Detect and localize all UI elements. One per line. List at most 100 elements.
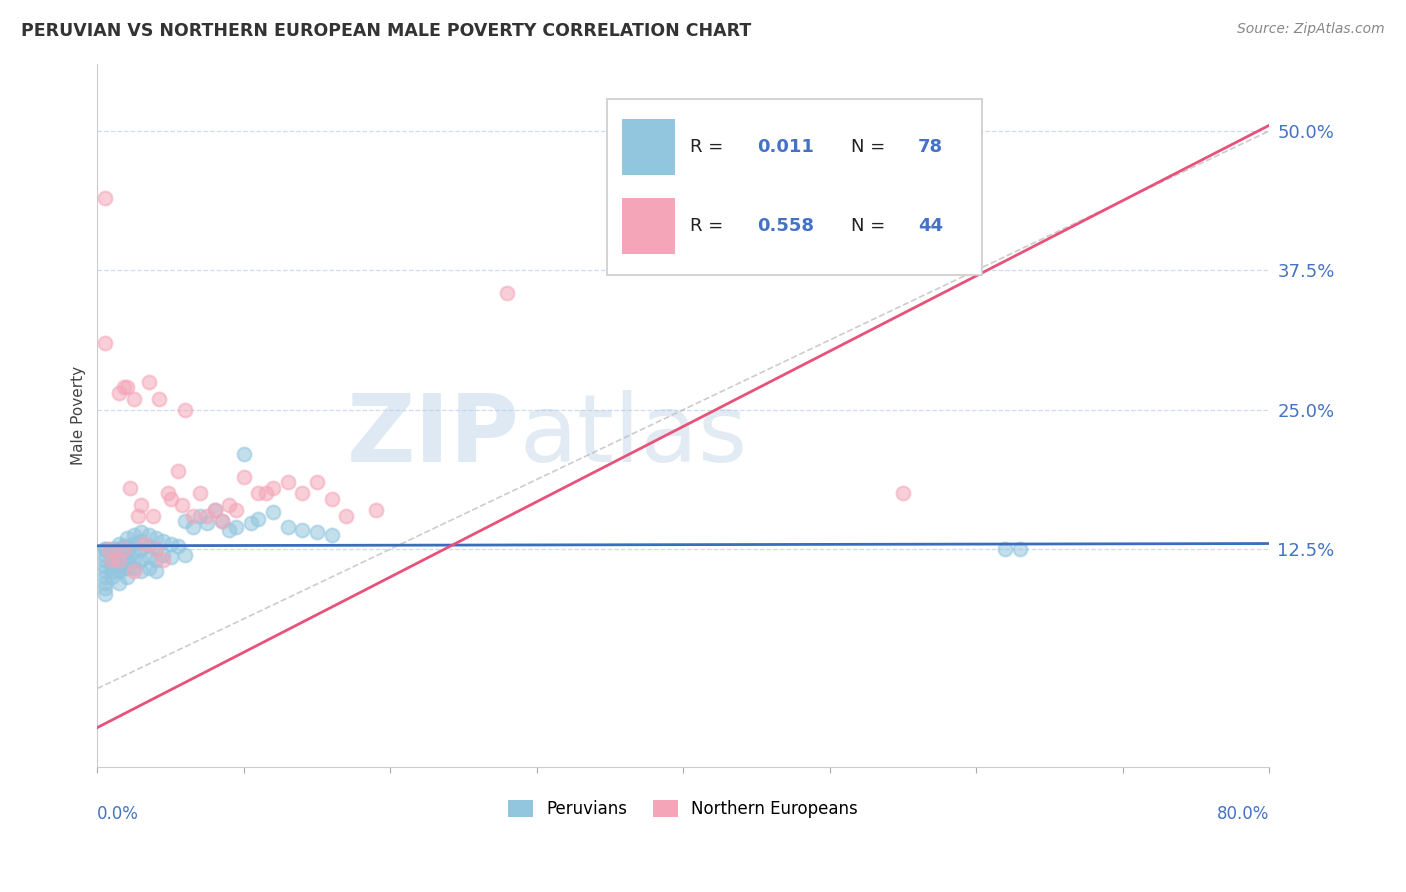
Point [232,469,254,483]
Point [115,561,138,575]
Point [254,486,277,500]
Point [247,512,270,526]
Point [112,542,135,557]
Point [211,514,233,528]
Point [174,514,197,528]
Point [145,542,167,557]
Point [104,549,127,564]
Point [181,520,204,534]
Point [211,514,233,528]
Point [108,575,131,590]
Point [145,565,167,579]
Point [93,335,115,350]
Point [115,570,138,584]
Point [122,561,145,575]
Point [156,486,179,500]
Point [122,392,145,406]
Point [129,542,152,557]
Point [129,498,152,512]
Point [101,553,124,567]
Point [93,570,115,584]
Point [122,527,145,541]
Point [108,553,131,567]
Point [159,549,181,564]
Text: atlas: atlas [519,391,748,483]
Point [225,503,247,517]
Point [204,503,226,517]
Point [188,486,211,500]
Point [129,553,152,567]
Point [1010,542,1032,557]
Point [118,481,141,495]
Point [291,486,314,500]
Point [305,475,328,490]
Text: PERUVIAN VS NORTHERN EUROPEAN MALE POVERTY CORRELATION CHART: PERUVIAN VS NORTHERN EUROPEAN MALE POVER… [21,22,751,40]
Point [127,508,149,523]
Text: 0.0%: 0.0% [97,805,139,823]
Point [134,536,156,550]
Point [142,508,165,523]
Point [145,542,167,557]
Point [218,523,240,537]
Point [93,542,115,557]
Point [138,561,160,575]
Point [101,553,124,567]
Point [93,191,115,205]
Point [115,531,138,545]
Point [108,542,131,557]
Point [93,581,115,595]
Point [364,503,387,517]
Point [496,285,519,300]
Point [112,380,135,394]
Y-axis label: Male Poverty: Male Poverty [72,366,86,465]
Point [122,565,145,579]
Point [93,575,115,590]
Point [101,570,124,584]
Point [172,498,194,512]
Point [277,475,299,490]
Point [152,548,174,562]
Point [148,392,170,406]
Point [138,539,160,553]
Point [174,402,197,417]
Point [101,542,124,557]
Text: ZIP: ZIP [346,391,519,483]
Point [129,534,152,549]
Point [145,553,167,567]
Point [994,542,1017,557]
Point [335,508,357,523]
Point [129,525,152,540]
Point [167,539,190,553]
Point [232,447,254,461]
Text: Source: ZipAtlas.com: Source: ZipAtlas.com [1237,22,1385,37]
Point [93,565,115,579]
Point [225,520,247,534]
Point [93,587,115,601]
Point [152,534,174,549]
Point [122,545,145,559]
Point [305,525,328,540]
Point [129,565,152,579]
Point [112,561,135,575]
Point [247,486,270,500]
Point [93,542,115,557]
Point [104,557,127,571]
Point [108,558,131,573]
Point [174,548,197,562]
Point [195,516,218,531]
Point [101,558,124,573]
Point [122,536,145,550]
Point [321,527,343,541]
Point [891,486,914,500]
Point [115,539,138,553]
Point [262,481,284,495]
Point [204,503,226,517]
Point [138,527,160,541]
Point [93,553,115,567]
Point [277,520,299,534]
Point [262,505,284,519]
Point [195,508,218,523]
Point [159,536,181,550]
Point [152,553,174,567]
Point [112,539,135,553]
